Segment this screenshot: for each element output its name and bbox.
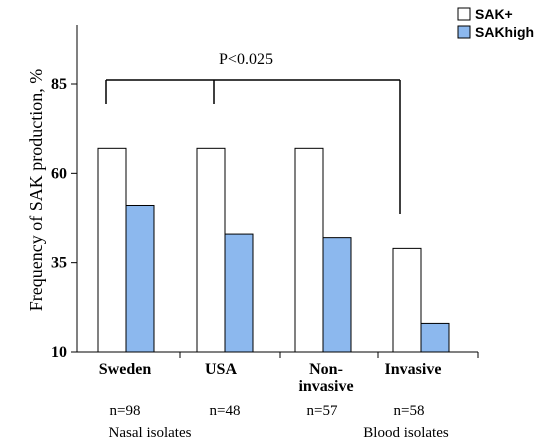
bars: [97, 147, 450, 353]
group-labels: Nasal isolates Blood isolates: [109, 425, 449, 441]
bar-sak-plus: [196, 147, 226, 353]
legend-label: SAKhigh: [475, 24, 534, 40]
significance-label: P<0.025: [219, 51, 273, 68]
significance-bracket: [105, 79, 401, 214]
category-labels: Sweden USA Non-invasive Invasive: [99, 361, 442, 395]
legend-swatch: [457, 7, 471, 21]
group-label: Nasal isolates: [109, 425, 192, 441]
legend-swatch: [457, 25, 471, 39]
bar-sak-plus: [392, 247, 422, 353]
sample-size-label: n=98: [110, 403, 141, 419]
sample-size-label: n=57: [307, 403, 338, 419]
y-tick-label: 85: [51, 76, 67, 93]
bar-sak-high: [420, 322, 450, 353]
bar-sak-high: [224, 233, 254, 353]
bar-sak-plus: [294, 147, 324, 353]
category-label: Sweden: [99, 361, 152, 378]
y-tick-label: 35: [51, 255, 67, 272]
legend-label: SAK+: [475, 6, 513, 22]
sample-size-label: n=48: [210, 403, 241, 419]
y-tick-label: 60: [51, 165, 67, 182]
sample-size-label: n=58: [394, 403, 425, 419]
y-axis-label: Frequency of SAK production, %: [26, 69, 46, 311]
category-label: invasive: [298, 378, 353, 395]
y-axis-label-group: Frequency of SAK production, %: [26, 69, 46, 311]
sample-size-labels: n=98 n=48 n=57 n=58: [110, 403, 425, 419]
bar-sak-plus: [97, 147, 127, 353]
category-label: USA: [205, 361, 237, 378]
category-label: Invasive: [385, 361, 442, 378]
y-ticks: 10 35 60 85: [51, 76, 77, 361]
category-label: Non-: [309, 361, 343, 378]
bar-sak-high: [322, 237, 352, 353]
bar-sak-high: [125, 204, 155, 353]
y-tick-label: 10: [51, 344, 67, 361]
legend: SAK+ SAKhigh: [457, 6, 534, 40]
group-label: Blood isolates: [363, 425, 449, 441]
